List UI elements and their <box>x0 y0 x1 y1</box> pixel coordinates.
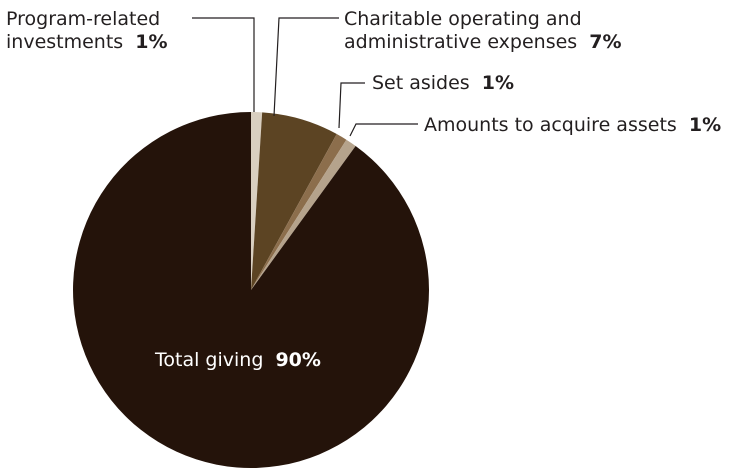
pie-slice-total-giving <box>73 112 430 468</box>
label-total-giving-text: Total giving <box>154 349 263 371</box>
pie-slice-program-related-investments <box>251 112 263 290</box>
label-charitable-percent: 7% <box>589 31 621 53</box>
label-program-related-line1: Program-related <box>6 8 160 30</box>
label-charitable-line2: administrative expenses <box>344 31 577 53</box>
label-set-asides-percent: 1% <box>482 72 514 94</box>
label-program-related: Program-related investments 1% <box>6 8 168 53</box>
label-total-giving-percent: 90% <box>275 349 320 371</box>
label-charitable-operating: Charitable operating and administrative … <box>344 8 622 53</box>
label-set-asides-text: Set asides <box>372 72 470 94</box>
label-total-giving: Total giving 90% <box>154 349 321 371</box>
leader-line-set-asides <box>338 82 365 129</box>
pie-slice-set-asides <box>251 134 347 290</box>
pie-slices <box>73 112 430 468</box>
label-charitable-line1: Charitable operating and <box>344 8 582 30</box>
label-acquire-assets-text: Amounts to acquire assets <box>424 114 677 136</box>
pie-slice-charitable-operating-and-administrative-expenses <box>251 112 337 290</box>
label-set-asides: Set asides 1% <box>372 72 514 94</box>
leader-line-acquire-assets <box>349 123 418 137</box>
leader-line-charitable <box>273 17 339 117</box>
label-program-related-percent: 1% <box>135 31 167 53</box>
label-program-related-line2: investments <box>6 31 123 53</box>
pie-slice-amounts-to-acquire-assets <box>251 139 356 290</box>
label-acquire-assets: Amounts to acquire assets 1% <box>424 114 721 136</box>
label-acquire-assets-percent: 1% <box>689 114 721 136</box>
leader-line-program-related <box>192 17 255 112</box>
